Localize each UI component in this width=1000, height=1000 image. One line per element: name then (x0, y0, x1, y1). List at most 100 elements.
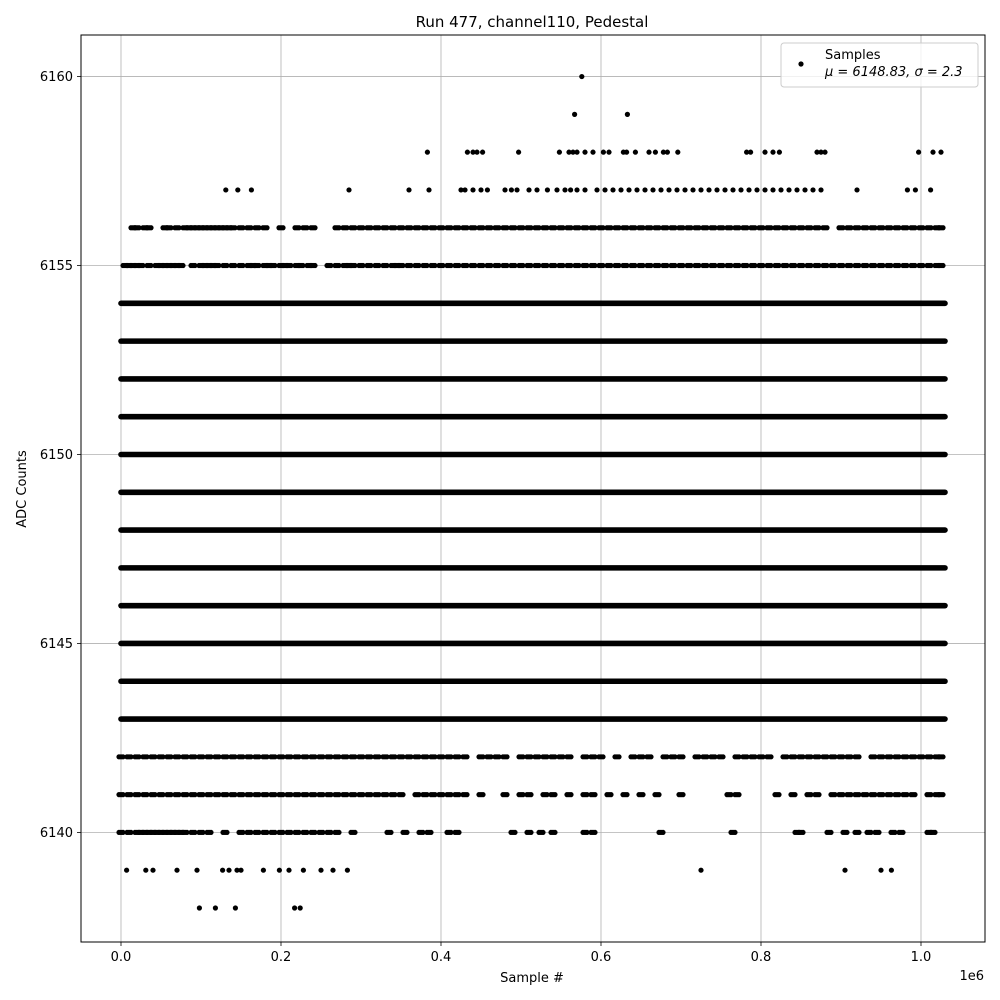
data-point (504, 792, 510, 798)
data-point (818, 187, 824, 193)
data-point (508, 187, 514, 193)
data-point (124, 867, 130, 873)
data-point (312, 225, 318, 231)
data-point (664, 754, 670, 760)
data-point (472, 225, 478, 231)
data-point (520, 262, 526, 269)
data-point (744, 262, 750, 269)
plot-frame (80, 34, 986, 943)
data-point (264, 792, 270, 798)
data-point (248, 225, 254, 231)
data-point (634, 187, 640, 193)
data-point (200, 792, 206, 798)
data-point (470, 187, 476, 193)
data-point (712, 225, 718, 231)
data-point (368, 792, 374, 798)
data-point (336, 262, 342, 269)
data-point (240, 225, 246, 231)
data-point (328, 262, 334, 269)
data-point (880, 225, 886, 231)
data-point (174, 867, 180, 873)
data-point (554, 187, 560, 193)
data-point (260, 867, 266, 873)
data-point (200, 754, 206, 760)
data-point (152, 792, 158, 798)
data-point (192, 829, 198, 836)
data-point (456, 829, 462, 836)
data-point (540, 829, 546, 836)
legend-stats: μ = 6148.83, σ = 2.3 (824, 65, 963, 80)
data-point (120, 754, 126, 760)
data-point (544, 262, 550, 269)
data-point (248, 187, 254, 193)
data-point (504, 754, 510, 760)
data-point (824, 225, 830, 231)
data-point (200, 829, 206, 836)
data-point (872, 754, 878, 760)
data-point (880, 262, 886, 269)
data-point (848, 754, 854, 760)
data-point (896, 792, 902, 798)
data-point (802, 187, 808, 193)
data-point (722, 187, 728, 193)
data-point (352, 829, 358, 836)
data-point (320, 754, 326, 760)
data-point (528, 829, 534, 836)
data-point (276, 867, 282, 873)
data-point (568, 792, 574, 798)
data-point (888, 262, 894, 269)
data-point (544, 754, 550, 760)
data-point (136, 792, 142, 798)
data-point (344, 225, 350, 231)
data-point (800, 829, 806, 836)
x-tick-label: 0.8 (751, 950, 772, 965)
data-point (328, 754, 334, 760)
data-point (704, 754, 710, 760)
data-point (800, 225, 806, 231)
data-point (888, 867, 895, 873)
data-point (856, 754, 862, 760)
data-point (576, 262, 582, 269)
data-point (868, 829, 874, 836)
data-point (792, 754, 798, 760)
data-point (714, 187, 720, 193)
data-point (896, 262, 902, 269)
data-point (346, 187, 352, 193)
data-point (816, 792, 822, 798)
data-point (296, 754, 302, 760)
x-tick-label: 0.0 (111, 950, 132, 965)
data-point (624, 149, 630, 155)
data-point (240, 262, 246, 269)
data-point (572, 111, 578, 117)
data-point (256, 754, 262, 760)
data-point (784, 225, 790, 231)
data-point (626, 187, 632, 193)
y-tick-label: 6155 (40, 259, 73, 274)
data-point (488, 225, 494, 231)
data-point (280, 792, 286, 798)
legend-series-name: Samples (825, 48, 881, 63)
data-point (296, 225, 302, 231)
data-point (940, 262, 946, 269)
data-point (176, 225, 182, 231)
data-point (768, 262, 774, 269)
data-point (232, 262, 238, 269)
data-point (640, 262, 646, 269)
data-point (496, 225, 502, 231)
data-point (400, 262, 406, 269)
data-point (728, 792, 734, 798)
data-point (208, 829, 214, 836)
data-point (440, 262, 446, 269)
data-point (312, 829, 318, 836)
data-point (940, 792, 946, 798)
data-point (192, 262, 198, 269)
data-point (304, 829, 310, 836)
data-point (440, 225, 446, 231)
data-point (520, 225, 526, 231)
data-point (840, 262, 846, 269)
data-point (360, 792, 366, 798)
data-point (248, 754, 254, 760)
data-point (184, 829, 190, 836)
data-point (660, 829, 666, 836)
data-point (778, 187, 784, 193)
